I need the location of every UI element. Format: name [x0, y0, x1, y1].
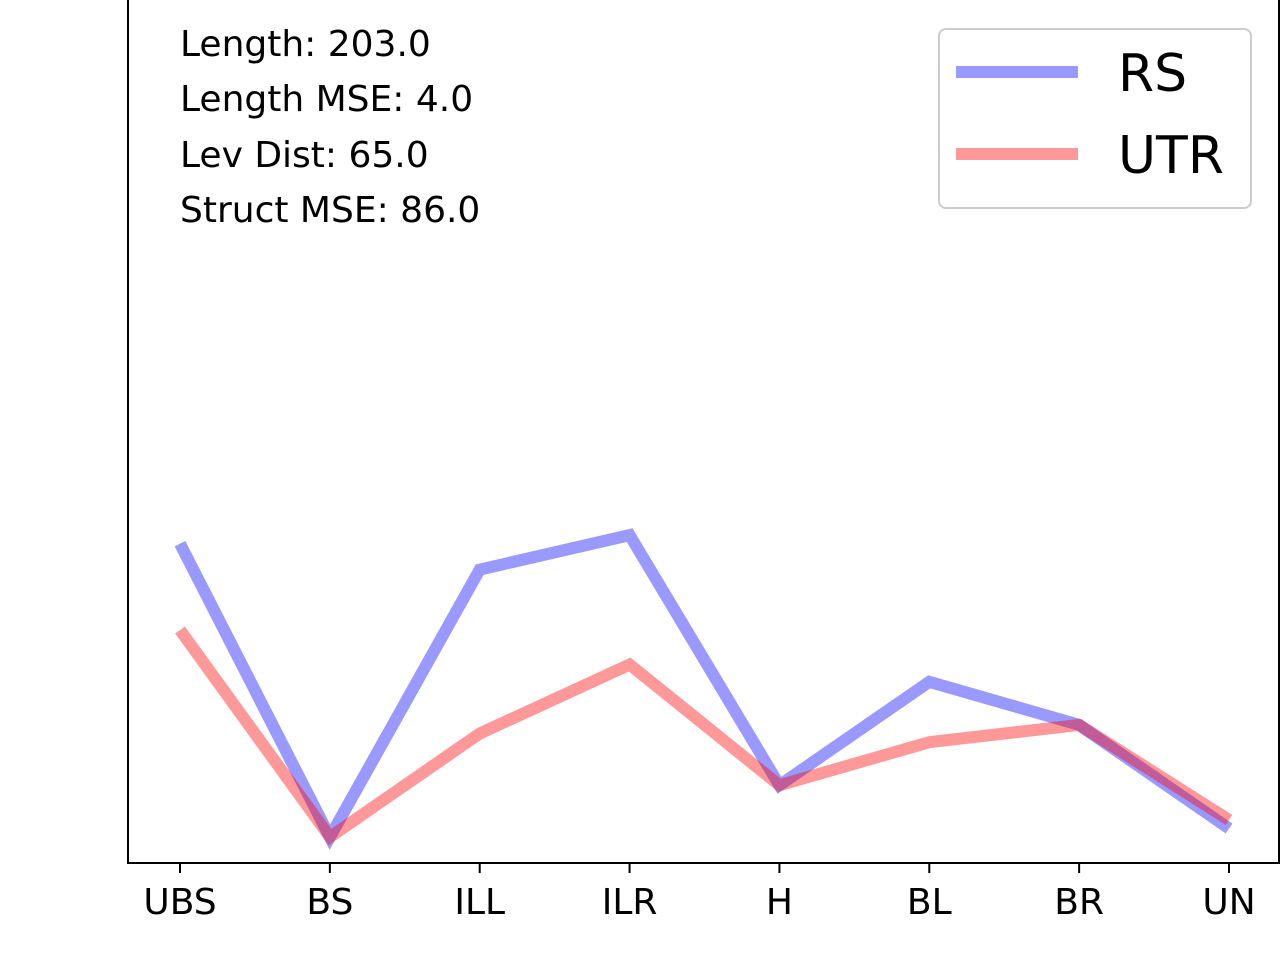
series-line-utr [175, 626, 1233, 846]
legend-label-utr: UTR [1118, 126, 1224, 186]
plot-frame [127, 0, 1280, 864]
series-line-rs [174, 528, 1233, 850]
annotation-struct-mse: Struct MSE: 86.0 [180, 190, 480, 231]
legend-box [938, 28, 1252, 209]
x-tick-label: H [766, 882, 793, 923]
annotation-length-mse: Length MSE: 4.0 [180, 79, 473, 120]
series-layer [174, 528, 1233, 850]
annotation-lev-dist: Lev Dist: 65.0 [180, 135, 429, 176]
stats-annotation: Length: 203.0 Length MSE: 4.0 Lev Dist: … [180, 24, 480, 231]
x-tick-label: BL [907, 882, 952, 923]
x-tick-label: UN [1202, 882, 1255, 923]
x-tick-label: ILL [454, 882, 505, 923]
x-tick-label: UBS [143, 882, 216, 923]
x-tick-label: BS [306, 882, 353, 923]
x-tick-label: ILR [602, 882, 658, 923]
legend-label-rs: RS [1118, 44, 1187, 104]
x-tick-label: BR [1054, 882, 1104, 923]
x-axis: UBS BS ILL ILR H BL BR UN [143, 863, 1256, 923]
annotation-length: Length: 203.0 [180, 24, 431, 65]
legend: RS UTR [938, 28, 1252, 209]
